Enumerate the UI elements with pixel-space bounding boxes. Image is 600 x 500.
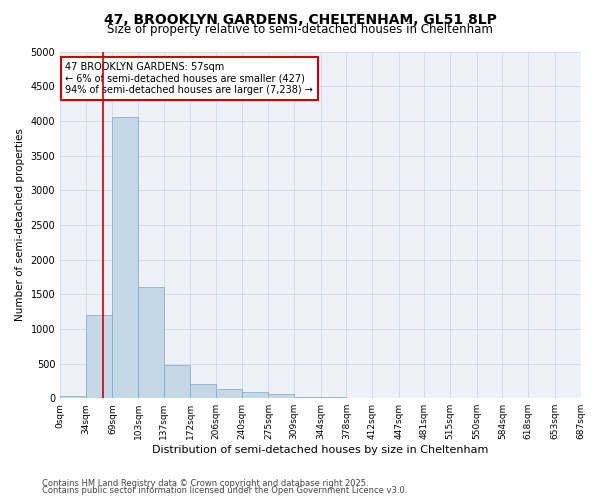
Text: 47, BROOKLYN GARDENS, CHELTENHAM, GL51 8LP: 47, BROOKLYN GARDENS, CHELTENHAM, GL51 8… [104, 12, 496, 26]
Bar [190, 384, 216, 398]
Bar [60, 396, 86, 398]
X-axis label: Distribution of semi-detached houses by size in Cheltenham: Distribution of semi-detached houses by … [152, 445, 488, 455]
Bar [86, 315, 112, 398]
Bar [138, 288, 164, 398]
Bar [294, 397, 321, 398]
Bar [112, 118, 138, 398]
Bar [164, 365, 190, 398]
Y-axis label: Number of semi-detached properties: Number of semi-detached properties [15, 128, 25, 322]
Text: Contains public sector information licensed under the Open Government Licence v3: Contains public sector information licen… [42, 486, 407, 495]
Bar [242, 392, 268, 398]
Text: Size of property relative to semi-detached houses in Cheltenham: Size of property relative to semi-detach… [107, 22, 493, 36]
Bar [268, 394, 294, 398]
Text: 47 BROOKLYN GARDENS: 57sqm
← 6% of semi-detached houses are smaller (427)
94% of: 47 BROOKLYN GARDENS: 57sqm ← 6% of semi-… [65, 62, 313, 95]
Bar [216, 389, 242, 398]
Text: Contains HM Land Registry data © Crown copyright and database right 2025.: Contains HM Land Registry data © Crown c… [42, 478, 368, 488]
